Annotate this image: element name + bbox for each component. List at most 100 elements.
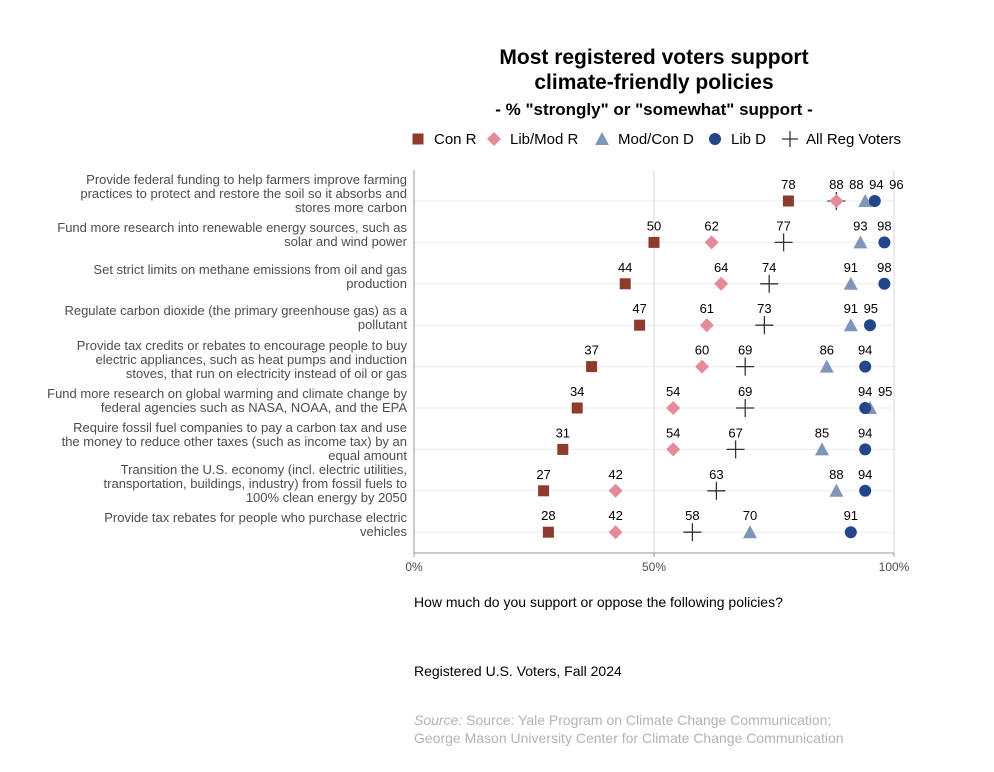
row-label-line: electric appliances, such as heat pumps … (95, 351, 407, 367)
data-label: 69 (738, 343, 752, 358)
data-label: 88 (849, 177, 863, 192)
legend-item: Con R (410, 128, 477, 150)
data-label: 94 (858, 467, 872, 482)
source-text: Source: Source: Yale Program on Climate … (414, 711, 864, 747)
gridlines (414, 170, 895, 553)
point-lib-mod-r (608, 525, 623, 540)
legend-item: All Reg Voters (782, 128, 901, 150)
x-tick-label: 50% (642, 560, 666, 574)
row-label-line: Provide federal funding to help farmers … (86, 172, 407, 187)
question-text: How much do you support or oppose the fo… (414, 594, 783, 610)
row-label-line: Set strict limits on methane emissions f… (93, 261, 407, 277)
data-label: 62 (704, 218, 718, 233)
point-lib-d (868, 195, 881, 207)
row-label-line: Provide tax rebates for people who purch… (104, 510, 407, 526)
legend-marker (709, 133, 721, 145)
row-label: Transition the U.S. economy (incl. elect… (7, 461, 407, 505)
legend-item: Mod/Con D (594, 128, 694, 150)
legend-label: Lib D (731, 130, 767, 148)
point-lib-d (859, 402, 872, 414)
square-legend-icon (412, 133, 424, 145)
point-lib-d (859, 360, 872, 373)
row-label-line: Transition the U.S. economy (incl. elect… (120, 461, 407, 477)
point-con-r (542, 526, 554, 538)
diamond-legend-icon (487, 132, 501, 146)
data-label: 44 (618, 260, 632, 275)
data-label: 77 (776, 218, 790, 233)
data-label: 94 (858, 425, 872, 440)
data-label: 91 (844, 301, 858, 316)
row-label-line: Fund more research into renewable energy… (57, 220, 407, 236)
data-label: 50 (647, 218, 661, 233)
row-label-line: transportation, buildings, industry) fro… (103, 475, 407, 491)
point-mod-con-d (843, 276, 858, 290)
row-label-line: 100% clean energy by 2050 (245, 489, 407, 505)
data-label: 98 (877, 218, 891, 233)
data-label: 34 (570, 384, 584, 399)
row-label-line: solar and wind power (284, 234, 407, 250)
data-label: 74 (762, 260, 776, 275)
data-label: 54 (666, 384, 680, 399)
data-label: 42 (608, 508, 622, 523)
point-lib-d (844, 526, 857, 539)
data-label: 88 (829, 467, 843, 482)
row-label: Provide federal funding to help farmers … (7, 173, 407, 215)
data-label: 31 (556, 425, 570, 440)
data-label: 88 (829, 177, 843, 192)
data-label: 94 (858, 343, 872, 358)
data-label: 91 (844, 260, 858, 275)
point-lib-mod-r (666, 442, 681, 457)
point-all-reg-voters (760, 274, 779, 293)
point-lib-mod-r (704, 235, 719, 250)
data-label: 69 (738, 384, 752, 399)
row-label: Provide tax credits or rebates to encour… (7, 337, 407, 381)
sample-text: Registered U.S. Voters, Fall 2024 (414, 663, 622, 679)
row-label: Fund more research on global warming and… (7, 387, 407, 415)
row-label-line: equal amount (328, 448, 407, 464)
point-con-r (538, 485, 550, 497)
data-label: 95 (864, 301, 878, 316)
row-label: Provide tax rebates for people who purch… (7, 511, 407, 539)
point-con-r (619, 278, 631, 290)
data-label: 85 (815, 425, 829, 440)
point-lib-d (859, 484, 872, 497)
row-label-line: Provide tax credits or rebates to encour… (76, 337, 407, 353)
circle-legend-icon (709, 133, 721, 145)
point-mod-con-d (843, 318, 858, 332)
source-prefix: Source: (414, 712, 463, 728)
row-label-line: pollutant (357, 317, 407, 333)
point-lib-mod-r (608, 483, 623, 498)
data-label: 78 (781, 177, 795, 192)
chart-title-line-2: climate-friendly policies (534, 71, 774, 94)
triangle-legend-icon (595, 132, 609, 145)
policy-row (571, 399, 877, 417)
legend-label: Con R (434, 130, 477, 148)
row-label-line: vehicles (360, 524, 407, 540)
x-tick-label: 0% (405, 560, 423, 574)
point-lib-mod-r (829, 194, 844, 208)
data-label: 98 (877, 260, 891, 275)
row-label-line: federal agencies such as NASA, NOAA, and… (100, 400, 407, 415)
source-body: Source: Yale Program on Climate Change C… (414, 712, 844, 746)
row-label-line: Fund more research on global warming and… (47, 386, 407, 401)
data-label: 37 (584, 343, 598, 358)
point-mod-con-d (853, 235, 868, 249)
data-label: 63 (709, 467, 723, 482)
point-mod-con-d (743, 525, 757, 539)
data-label: 54 (666, 425, 680, 440)
point-con-r (586, 361, 598, 373)
row-label-line: Regulate carbon dioxide (the primary gre… (64, 303, 407, 319)
point-lib-mod-r (695, 359, 709, 374)
plus-legend-icon (782, 131, 798, 147)
policy-row (538, 481, 872, 500)
legend-marker (595, 132, 609, 145)
data-label: 86 (820, 343, 834, 358)
legend-marker (412, 133, 424, 145)
data-label: 93 (853, 218, 867, 233)
data-label: 94 (858, 384, 872, 399)
point-con-r (782, 195, 794, 207)
row-label: Set strict limits on methane emissions f… (7, 261, 407, 291)
point-all-reg-voters (774, 233, 793, 252)
data-label: 64 (714, 260, 728, 275)
legend-label: Lib/Mod R (510, 130, 579, 148)
